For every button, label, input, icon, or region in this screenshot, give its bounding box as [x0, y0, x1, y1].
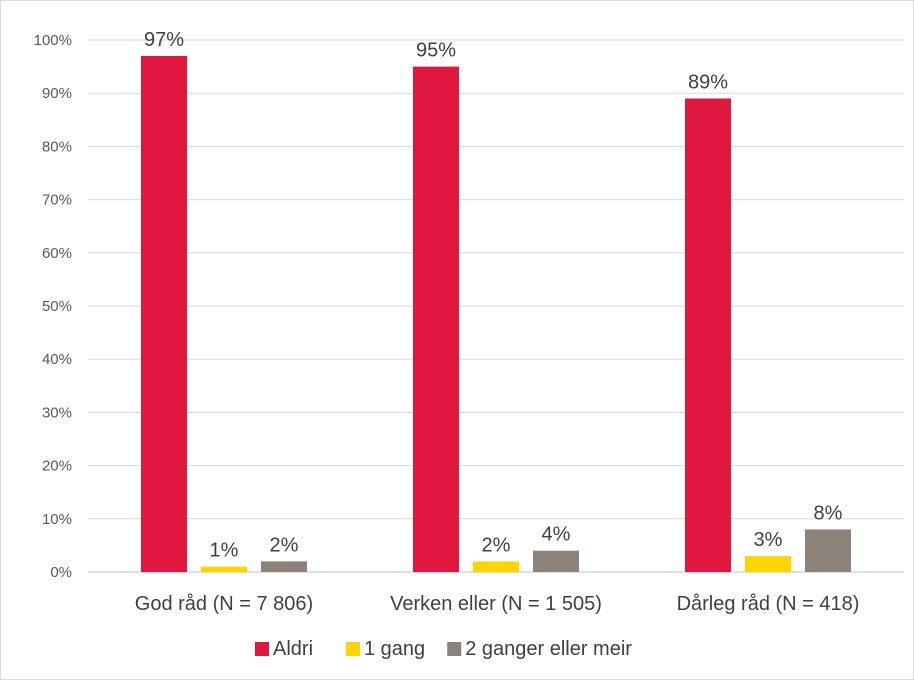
data-label: 89%	[688, 72, 728, 94]
y-tick-label: 80%	[42, 138, 72, 155]
bar-1-gang	[201, 566, 247, 572]
y-tick-label: 10%	[42, 511, 72, 528]
y-tick-label: 70%	[42, 192, 72, 209]
bar-1-gang	[473, 561, 519, 572]
bar-aldri	[141, 55, 187, 572]
data-label: 2%	[270, 534, 299, 556]
legend-label: Aldri	[273, 638, 313, 660]
bar-aldri	[685, 98, 731, 573]
y-tick-label: 60%	[42, 245, 72, 262]
legend-swatch	[447, 642, 462, 656]
bar-aldri	[413, 66, 459, 572]
legend-label: 2 ganger eller meir	[465, 638, 632, 660]
gridlines	[88, 39, 904, 573]
data-label: 2%	[482, 534, 511, 556]
y-tick-label: 20%	[42, 458, 72, 475]
data-label: 8%	[814, 502, 843, 524]
legend: Aldri 1 gang 2 ganger eller meir	[255, 638, 632, 660]
legend-label: 1 gang	[364, 638, 425, 660]
data-labels: 97% 1% 2% 95% 2% 4% 89% 3% 8%	[144, 29, 843, 562]
bars	[141, 55, 851, 573]
y-tick-label: 50%	[42, 298, 72, 315]
y-tick-label: 30%	[42, 404, 72, 421]
data-label: 4%	[542, 524, 571, 546]
bar-2-ganger-eller-meir	[805, 529, 851, 572]
y-tick-label: 90%	[42, 85, 72, 102]
data-label: 1%	[210, 540, 239, 562]
legend-swatch	[346, 642, 360, 656]
bar-2-ganger-eller-meir	[533, 550, 579, 572]
bar-2-ganger-eller-meir	[261, 561, 307, 572]
bar-1-gang	[745, 556, 791, 572]
x-axis-categories: God råd (N = 7 806) Verken eller (N = 1 5…	[135, 593, 860, 615]
data-label: 97%	[144, 29, 184, 51]
data-label: 3%	[754, 529, 783, 551]
y-tick-label: 40%	[42, 351, 72, 368]
category-label: God råd (N = 7 806)	[135, 593, 313, 615]
legend-swatch	[255, 642, 269, 656]
category-label: Verken eller (N = 1 505)	[390, 593, 602, 615]
y-tick-label: 0%	[50, 564, 72, 581]
category-label: Dårleg råd (N = 418)	[677, 593, 860, 615]
data-label: 95%	[416, 40, 456, 62]
y-axis-ticks: 0% 10% 20% 30% 40% 50% 60% 70% 80% 90% 100%	[34, 32, 72, 581]
y-tick-label: 100%	[34, 32, 72, 49]
